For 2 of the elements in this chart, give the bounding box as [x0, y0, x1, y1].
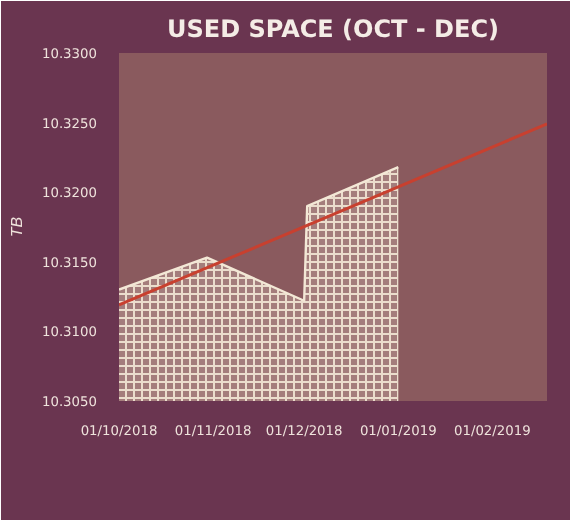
y-axis-title: TB	[7, 215, 26, 238]
chart-title: USED SPACE (OCT - DEC)	[167, 15, 500, 43]
